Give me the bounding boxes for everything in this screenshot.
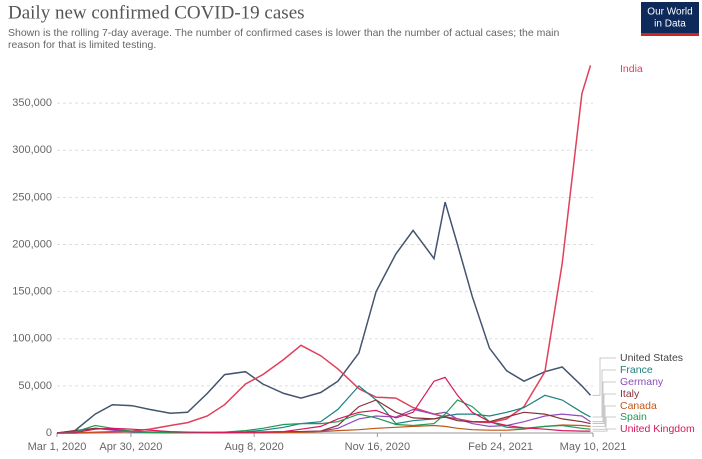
legend-label: United Kingdom <box>620 423 695 435</box>
y-tick-label: 250,000 <box>12 191 52 203</box>
y-tick-label: 200,000 <box>12 238 52 250</box>
legend-connector <box>592 381 616 423</box>
legend-label: Spain <box>620 411 647 423</box>
logo-text: Our World <box>647 7 692 18</box>
y-tick-label: 50,000 <box>18 380 52 392</box>
legend-label: France <box>620 364 653 376</box>
legend-connector <box>592 369 616 418</box>
series-line <box>56 201 592 434</box>
chart-title: Daily new confirmed COVID-19 cases <box>8 2 305 23</box>
subtitle-line: Shown is the rolling 7-day average. The … <box>8 27 560 39</box>
y-tick-label: 0 <box>46 427 52 439</box>
x-tick-label: Apr 30, 2020 <box>99 441 162 453</box>
x-tick-label: Nov 16, 2020 <box>345 441 410 453</box>
x-tick-label: Feb 24, 2021 <box>468 441 533 453</box>
logo-bar <box>641 33 699 36</box>
logo-text: in Data <box>654 19 686 30</box>
legend-connector <box>592 428 616 432</box>
y-tick-label: 100,000 <box>12 333 52 345</box>
legend-connector <box>592 357 616 396</box>
y-tick-label: 350,000 <box>12 97 52 109</box>
y-tick-label: 150,000 <box>12 286 52 298</box>
series-line <box>56 399 591 434</box>
logo-box <box>641 2 699 36</box>
x-tick-label: May 10, 2021 <box>560 441 627 453</box>
legend-connector <box>592 405 616 427</box>
chart-subtitle: Shown is the rolling 7-day average. The … <box>8 27 560 51</box>
series-line <box>57 65 592 434</box>
legend-connector <box>592 393 616 424</box>
legend-label: Canada <box>620 400 657 412</box>
series-line <box>56 376 591 434</box>
x-tick-label: Aug 8, 2020 <box>224 441 283 453</box>
legend-label: Italy <box>620 388 640 400</box>
legend-label: Germany <box>620 376 664 388</box>
legend-connector <box>592 416 616 430</box>
legend-label: United States <box>620 352 683 364</box>
legend-label: India <box>620 63 643 75</box>
y-tick-label: 300,000 <box>12 144 52 156</box>
subtitle-line: reason for that is limited testing. <box>8 39 156 51</box>
x-tick-label: Mar 1, 2020 <box>28 441 87 453</box>
